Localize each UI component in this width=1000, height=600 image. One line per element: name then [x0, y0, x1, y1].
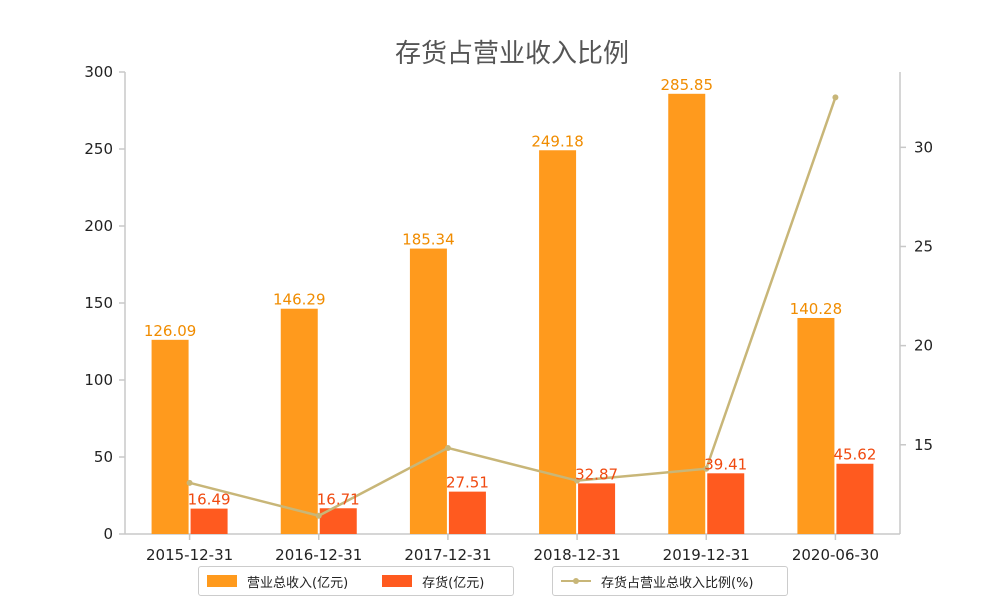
legend-swatch-revenue: [207, 575, 237, 587]
legend-item-inventory[interactable]: 存货(亿元): [382, 572, 484, 591]
chart-title: 存货占营业收入比例: [395, 39, 629, 69]
y-right-tick-label: 30: [914, 138, 933, 156]
x-tick-label: 2015-12-31: [146, 546, 233, 564]
ratio-point: [574, 477, 581, 484]
bar-inventory: [707, 473, 745, 534]
ratio-point: [186, 479, 193, 486]
data-label-revenue: 249.18: [531, 132, 584, 150]
bar-revenue: [668, 93, 706, 534]
ratio-point: [703, 465, 710, 472]
ratio-line: [186, 94, 839, 519]
y-left-tick-label: 50: [94, 448, 113, 466]
y-left-tick-label: 300: [84, 63, 113, 81]
legend-swatch-ratio: [561, 575, 591, 587]
bar-inventory: [836, 463, 874, 534]
bar-revenue: [539, 150, 577, 534]
data-label-inventory: 16.71: [317, 490, 360, 508]
x-tick-label: 2016-12-31: [275, 546, 362, 564]
data-label-revenue: 140.28: [790, 300, 843, 318]
x-tick-label: 2017-12-31: [404, 546, 491, 564]
ratio-point: [444, 444, 451, 451]
legend-label-revenue: 营业总收入(亿元): [247, 575, 349, 591]
ratio-point: [315, 512, 322, 519]
legend-label-inventory: 存货(亿元): [422, 575, 485, 591]
data-label-inventory: 16.49: [188, 491, 231, 509]
bar-inventory: [578, 483, 616, 534]
y-left-tick-label: 100: [84, 371, 113, 389]
legend-item-revenue[interactable]: 营业总收入(亿元): [207, 572, 348, 591]
legend-item-ratio[interactable]: 存货占营业总收入比例(%): [561, 572, 754, 591]
bar-revenue: [797, 317, 835, 534]
data-label-revenue: 146.29: [273, 291, 326, 309]
legend-swatch-inventory: [382, 575, 413, 587]
legend-bars: 营业总收入(亿元) 存货(亿元): [198, 566, 514, 596]
bar-inventory: [448, 491, 486, 534]
y-left-tick-label: 250: [84, 140, 113, 158]
ratio-point: [832, 94, 839, 101]
x-tick-label: 2018-12-31: [533, 546, 620, 564]
bar-revenue: [409, 248, 447, 534]
data-label-inventory: 32.87: [575, 465, 618, 483]
x-tick-label: 2020-06-30: [792, 546, 879, 564]
data-labels: 126.09 16.49 146.29 16.71 185.34 27.51 249.18 3…: [144, 76, 877, 509]
bar-revenue: [151, 339, 189, 534]
data-label-revenue: 285.85: [661, 76, 714, 94]
axes: 0 50 100 150 200 250 300 15 20 25 30 2015-12-31 2016…: [84, 63, 933, 564]
legend-label-ratio: 存货占营业总收入比例(%): [601, 575, 754, 591]
data-label-inventory: 27.51: [446, 474, 489, 492]
y-right-tick-label: 15: [914, 436, 933, 454]
bars: [151, 93, 874, 534]
bar-inventory: [190, 508, 228, 534]
legend-line: 存货占营业总收入比例(%): [552, 566, 788, 596]
ratio-line-path: [189, 96, 837, 518]
data-label-inventory: 39.41: [704, 455, 747, 473]
y-right-tick-label: 20: [914, 337, 933, 355]
y-left-tick-label: 200: [84, 217, 113, 235]
bar-revenue: [280, 308, 318, 534]
y-right-tick-label: 25: [914, 237, 933, 255]
data-label-inventory: 45.62: [833, 446, 876, 464]
data-label-revenue: 185.34: [402, 231, 455, 249]
y-left-tick-label: 0: [103, 525, 113, 543]
x-tick-label: 2019-12-31: [663, 546, 750, 564]
y-left-tick-label: 150: [84, 294, 113, 312]
data-label-revenue: 126.09: [144, 322, 197, 340]
